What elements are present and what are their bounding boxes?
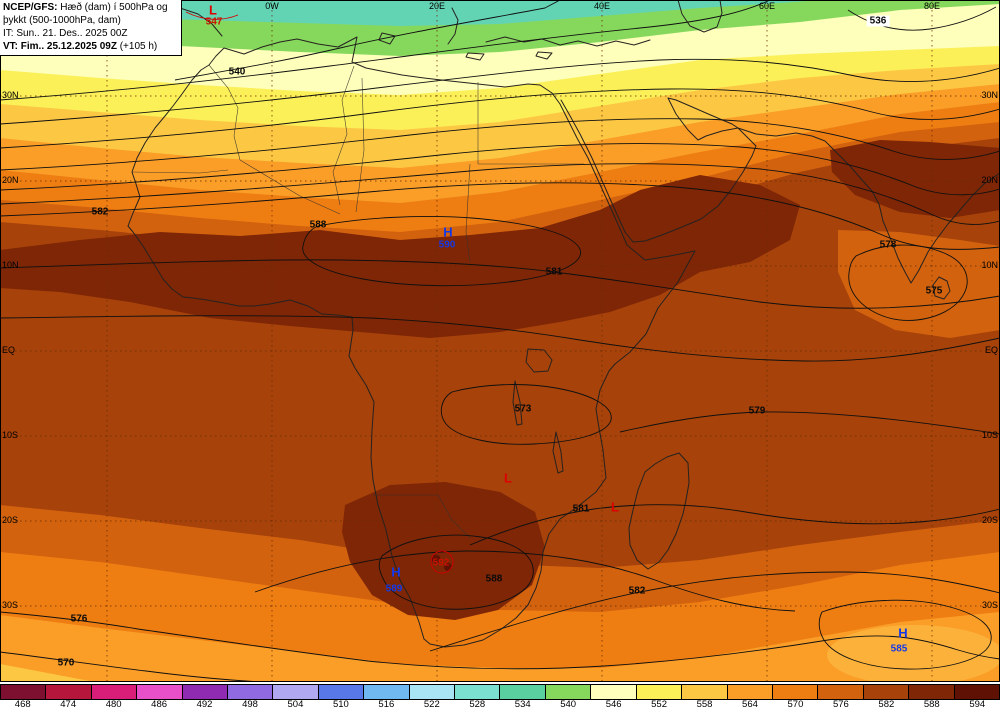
colorbar-cell (46, 685, 92, 699)
info-box: NCEP/GFS: Hæð (dam) í 500hPa og þykkt (5… (0, 0, 182, 56)
coastlines (127, 0, 1000, 648)
colorbar-labels: 468 474 480 486 492 498 504 510 516 522 528 534 540 5… (0, 699, 1000, 710)
colorbar-cell (228, 685, 274, 699)
colorbar-label: 498 (242, 699, 258, 710)
model-name: NCEP/GFS: (3, 2, 58, 13)
colorbar-label: 474 (60, 699, 77, 710)
colorbar-cell (91, 685, 138, 699)
country-borders (131, 64, 584, 539)
colorbar-cell (863, 685, 910, 699)
colorbar-label: 468 (14, 699, 31, 710)
colorbar-label: 534 (514, 699, 531, 710)
colorbar-cell (455, 685, 501, 699)
colorbar-cell (0, 685, 47, 699)
colorbar-cell (182, 685, 229, 699)
thickness-bands (0, 0, 1000, 682)
colorbar-label: 558 (696, 699, 713, 710)
colorbar-cell (682, 685, 728, 699)
colorbar-cell (318, 685, 365, 699)
colorbar-label: 582 (878, 699, 895, 710)
colorbar-cell (364, 685, 410, 699)
info-title-line2: þykkt (500-1000hPa, dam) (3, 15, 121, 26)
colorbar-cell (772, 685, 819, 699)
thickness-contours (185, 11, 454, 574)
colorbar-label: 588 (923, 699, 940, 710)
colorbar-label: 486 (151, 699, 168, 710)
valid-time: VT: Fim.. 25.12.2025 09Z (+105 h) (3, 40, 178, 53)
colorbar-label: 594 (969, 699, 986, 710)
colorbar-cell (727, 685, 773, 699)
colorbar-label: 504 (287, 699, 304, 710)
valid-time-bold: VT: Fim.. 25.12.2025 09Z (3, 41, 117, 52)
colorbar-cell (137, 685, 183, 699)
colorbar-label: 540 (560, 699, 577, 710)
colorbar-cell (954, 685, 1000, 699)
colorbar-label: 564 (742, 699, 758, 710)
colorbar-label: 528 (469, 699, 486, 710)
graticule (0, 0, 1000, 682)
colorbar-cell (409, 685, 456, 699)
init-time: IT: Sun.. 21. Des.. 2025 00Z (3, 28, 128, 39)
colorbar-cell (273, 685, 319, 699)
colorbar (0, 684, 1000, 700)
colorbar-cell (500, 685, 546, 699)
colorbar-label: 576 (832, 699, 849, 710)
map-graphic (0, 0, 1000, 682)
colorbar-label: 492 (196, 699, 213, 710)
map-area: 0W 20E 40E 60E 80E 30N 30N 20N 20N 10N 10N EQ EQ 10S 1… (0, 0, 1000, 682)
colorbar-cell (909, 685, 955, 699)
title-rest: Hæð (dam) í 500hPa og (57, 2, 168, 13)
colorbar-label: 510 (332, 699, 349, 710)
colorbar-label: 570 (787, 699, 804, 710)
valid-time-offset: (+105 h) (116, 41, 158, 52)
colorbar-label: 546 (605, 699, 622, 710)
colorbar-cell (636, 685, 683, 699)
colorbar-label: 480 (105, 699, 122, 710)
colorbar-cell (545, 685, 592, 699)
colorbar-label: 552 (651, 699, 667, 710)
colorbar-cell (818, 685, 864, 699)
colorbar-cell (591, 685, 637, 699)
colorbar-label: 522 (423, 699, 440, 710)
colorbar-label: 516 (378, 699, 395, 710)
info-title-line1: NCEP/GFS: Hæð (dam) í 500hPa og (3, 1, 178, 14)
